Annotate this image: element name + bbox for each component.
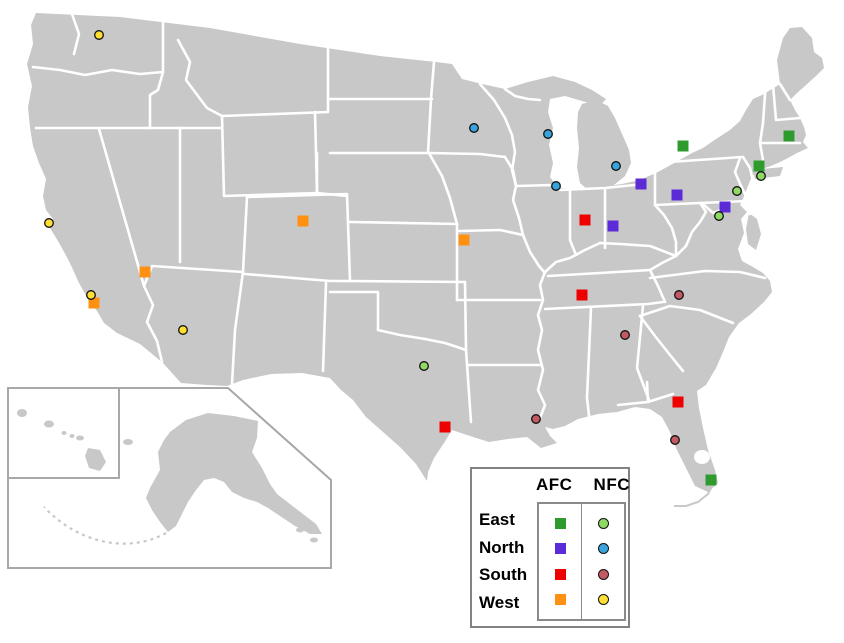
legend-row-label-north: North <box>479 537 525 557</box>
legend-header-nfc: NFC <box>593 475 630 494</box>
team-marker-afc-south <box>576 289 588 301</box>
legend-afc-north-swatch <box>554 543 566 555</box>
team-marker-nfc-east <box>756 171 766 181</box>
legend-row-label-west: West <box>479 593 520 613</box>
legend-row-label-south: South <box>479 565 528 585</box>
alaska <box>123 413 322 543</box>
team-marker-afc-north <box>607 220 619 232</box>
team-marker-afc-west <box>139 266 151 278</box>
inset-border <box>7 387 332 569</box>
team-marker-nfc-west <box>44 218 54 228</box>
team-marker-afc-east <box>705 474 717 486</box>
legend-nfc-west-swatch <box>597 593 609 605</box>
legend-afc-west-swatch <box>554 593 566 605</box>
aleutian-islands <box>43 506 167 545</box>
team-marker-nfc-east <box>732 186 742 196</box>
legend-row-label-east: East <box>479 509 515 529</box>
michigan-mitten <box>577 100 631 190</box>
team-marker-afc-north <box>635 178 647 190</box>
team-marker-nfc-west <box>94 30 104 40</box>
hawaii-box <box>7 387 120 479</box>
team-marker-afc-east <box>677 140 689 152</box>
legend-headers: AFC NFC <box>536 475 630 495</box>
team-marker-afc-south <box>439 421 451 433</box>
team-marker-afc-south <box>579 214 591 226</box>
team-marker-nfc-west <box>178 325 188 335</box>
team-markers-layer <box>44 30 795 486</box>
team-marker-afc-east <box>753 160 765 172</box>
legend-afc-column <box>539 504 581 619</box>
team-marker-nfc-south <box>670 435 680 445</box>
team-marker-nfc-south <box>531 414 541 424</box>
alaska-hawaii-inset <box>7 387 332 569</box>
team-marker-nfc-north <box>611 161 621 171</box>
legend-afc-east-swatch <box>554 518 566 530</box>
team-marker-nfc-west <box>86 290 96 300</box>
team-marker-afc-west <box>297 215 309 227</box>
team-marker-afc-east <box>783 130 795 142</box>
team-marker-afc-west <box>88 297 100 309</box>
team-marker-nfc-north <box>469 123 479 133</box>
lake-okeechobee <box>694 450 710 464</box>
legend-nfc-east-swatch <box>597 518 609 530</box>
state-borders <box>31 12 802 426</box>
legend-afc-south-swatch <box>554 568 566 580</box>
team-marker-nfc-east <box>714 211 724 221</box>
team-marker-afc-west <box>458 234 470 246</box>
hawaii-islands <box>17 409 106 471</box>
team-marker-nfc-north <box>551 181 561 191</box>
team-marker-nfc-south <box>674 290 684 300</box>
legend-nfc-north-swatch <box>597 543 609 555</box>
team-marker-nfc-east <box>419 361 429 371</box>
legend-swatch-box <box>537 502 626 621</box>
us-mainland <box>27 13 824 507</box>
legend-header-afc: AFC <box>536 475 573 494</box>
legend: AFC NFC East North South West <box>470 467 630 628</box>
legend-nfc-column <box>581 504 624 619</box>
team-marker-nfc-south <box>620 330 630 340</box>
legend-nfc-south-swatch <box>597 568 609 580</box>
team-marker-afc-north <box>719 201 731 213</box>
team-marker-afc-north <box>671 189 683 201</box>
florida-keys <box>674 481 715 507</box>
team-marker-afc-south <box>672 396 684 408</box>
delmarva-peninsula <box>746 213 761 250</box>
team-marker-nfc-north <box>543 129 553 139</box>
legend-row-labels: East North South West <box>479 502 535 621</box>
